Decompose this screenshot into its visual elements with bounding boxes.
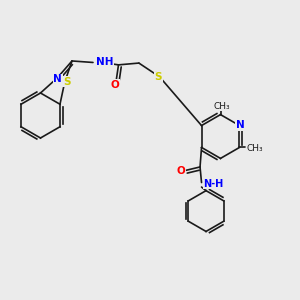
Text: S: S bbox=[63, 76, 71, 87]
Text: CH₃: CH₃ bbox=[246, 144, 263, 152]
Text: N: N bbox=[53, 74, 62, 84]
Text: S: S bbox=[154, 73, 162, 82]
Text: O: O bbox=[176, 166, 185, 176]
Text: N-H: N-H bbox=[203, 179, 223, 189]
Text: CH₃: CH₃ bbox=[213, 102, 230, 111]
Text: NH: NH bbox=[96, 57, 114, 67]
Text: O: O bbox=[111, 80, 120, 90]
Text: N: N bbox=[236, 120, 245, 130]
